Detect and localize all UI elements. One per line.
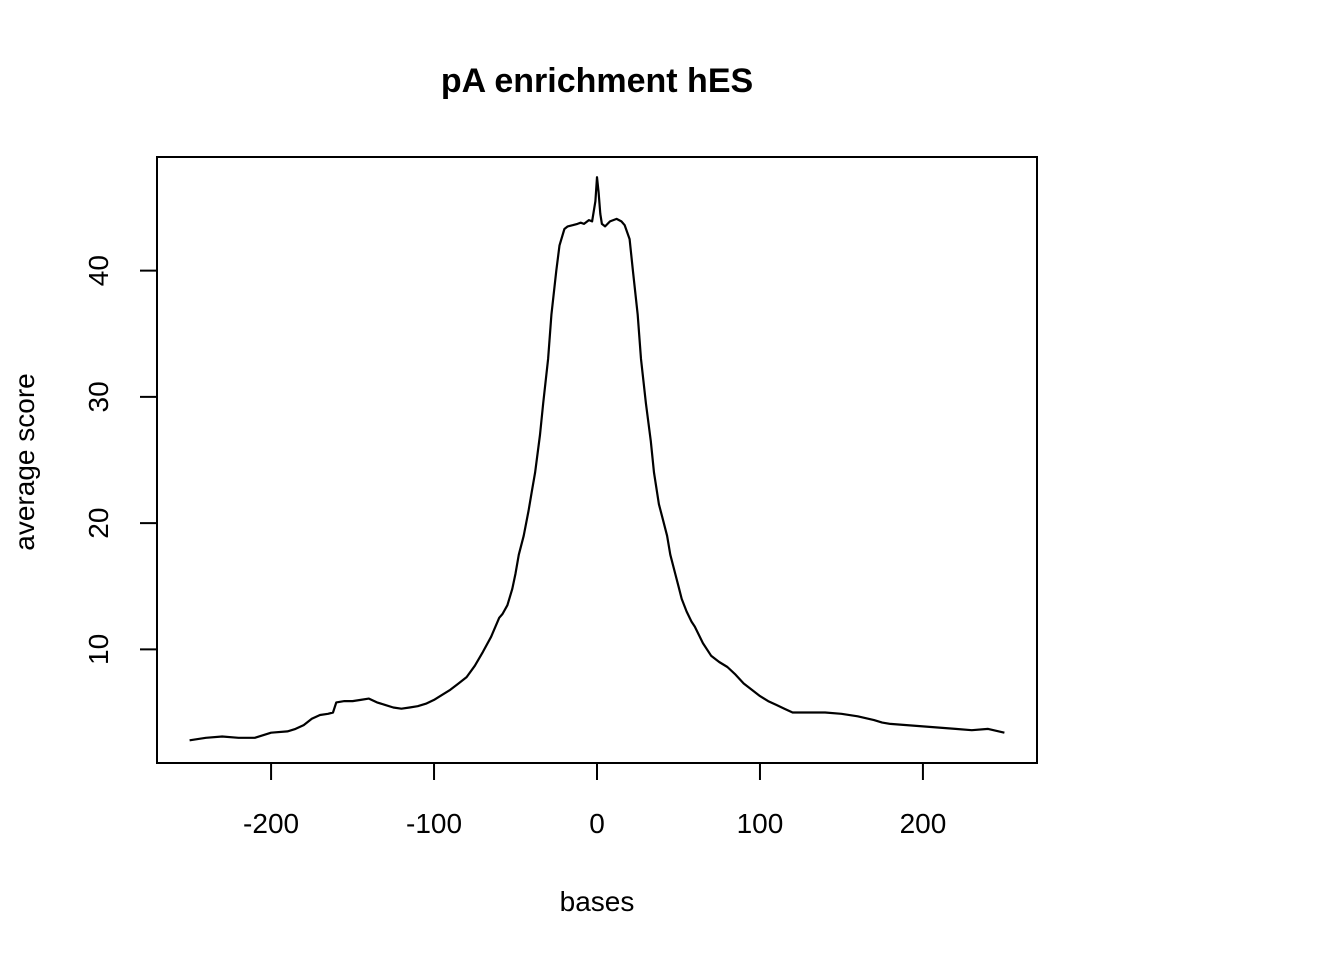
x-tick-label: 0	[589, 808, 605, 839]
plot-area	[189, 176, 1005, 742]
y-tick-label: 20	[83, 508, 114, 539]
y-axis: 10 20 30 40	[83, 255, 158, 665]
x-axis-label: bases	[560, 886, 635, 917]
x-tick-label: 200	[900, 808, 947, 839]
y-tick-label: 10	[83, 634, 114, 665]
x-tick-label: 100	[737, 808, 784, 839]
series-line	[189, 176, 1005, 742]
chart-title: pA enrichment hES	[441, 62, 753, 100]
x-axis: -200 -100 0 100 200	[243, 762, 947, 839]
x-tick-label: -100	[406, 808, 462, 839]
y-axis-label: average score	[9, 373, 40, 550]
y-tick-label: 30	[83, 381, 114, 412]
y-tick-label: 40	[83, 255, 114, 286]
plot-frame	[156, 156, 1038, 764]
x-tick-label: -200	[243, 808, 299, 839]
